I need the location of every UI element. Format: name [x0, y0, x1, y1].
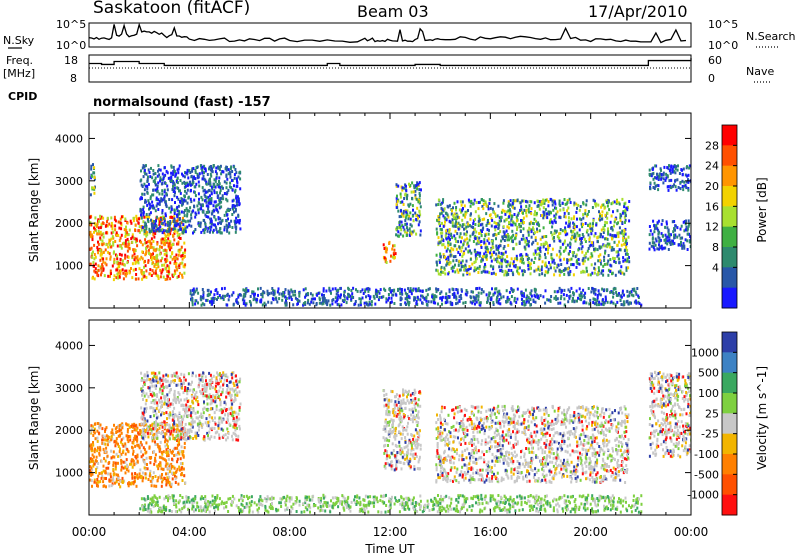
- freq-tick-top: 18: [64, 54, 78, 67]
- freq-label-line1: Freq.: [6, 54, 33, 67]
- x-tick-label: 12:00: [373, 525, 408, 539]
- power-echo-region: [648, 219, 691, 252]
- y-tick-label: 2000: [55, 424, 83, 437]
- nsky-label: N.Sky: [3, 34, 35, 47]
- y-tick-label: 2000: [55, 217, 83, 230]
- colorbar-swatch: [722, 226, 737, 248]
- nave-tick-top: 60: [708, 54, 722, 67]
- cpid-value: normalsound (fast) -157: [93, 95, 271, 110]
- velocity-echo-region: [89, 421, 187, 489]
- velocity-panel: 1000 2000 3000 4000 Slant Range [km]: [27, 319, 692, 516]
- power-echo-region: [89, 214, 187, 282]
- velocity-ylabel: Slant Range [km]: [27, 366, 41, 470]
- colorbar-tick-label: 100: [698, 387, 719, 400]
- freq-tick-bottom: 8: [70, 72, 77, 85]
- x-tick-label: 16:00: [473, 525, 508, 539]
- freq-panel: Freq. [MHz] 18 8 60 0 Nave: [3, 54, 774, 85]
- x-tick-label: 20:00: [573, 525, 608, 539]
- y-tick-label: 4000: [55, 339, 83, 352]
- noise-tick-bottom-right: 10^0: [708, 39, 738, 52]
- velocity-colorbar: 1000 500 100 25 -25 -100 -500 -1000: [687, 331, 738, 516]
- x-tick-label: 00:00: [674, 525, 709, 539]
- colorbar-tick-label: 4: [712, 261, 719, 274]
- y-tick-label: 3000: [55, 175, 83, 188]
- colorbar-tick-label: 16: [705, 200, 719, 213]
- colorbar-swatch: [722, 125, 737, 146]
- colorbar-tick-label: 20: [705, 180, 719, 193]
- power-echo-layer: [89, 163, 691, 307]
- y-tick-label: 1000: [55, 467, 83, 480]
- colorbar-tick-label: -500: [694, 468, 719, 481]
- colorbar-tick-label: 24: [705, 160, 719, 173]
- date-title: 17/Apr/2010: [588, 2, 688, 21]
- noise-panel: N.Sky 10^5 10^0 10^5 10^0 N.Search: [3, 18, 796, 52]
- y-tick-label: 4000: [55, 132, 83, 145]
- nsearch-label: N.Search: [746, 30, 796, 43]
- cpid-label: CPID: [8, 90, 37, 103]
- colorbar-tick-label: -100: [694, 448, 719, 461]
- colorbar-swatch: [722, 454, 737, 475]
- beam-title: Beam 03: [357, 2, 429, 21]
- colorbar-swatch: [722, 474, 737, 496]
- colorbar-swatch: [722, 494, 737, 516]
- velocity-echo-region: [139, 493, 643, 514]
- x-tick-label: 04:00: [172, 525, 207, 539]
- y-tick-label: 1000: [55, 260, 83, 273]
- velocity-echo-layer: [89, 370, 691, 514]
- colorbar-tick-label: -1000: [687, 489, 719, 502]
- nave-tick-bottom: 0: [708, 72, 715, 85]
- y-tick-label: 3000: [55, 382, 83, 395]
- colorbar-swatch: [722, 352, 737, 374]
- colorbar-swatch: [722, 206, 737, 228]
- freq-label-line2: [MHz]: [3, 67, 35, 80]
- colorbar-tick-label: 12: [705, 221, 719, 234]
- colorbar-tick-label: 500: [698, 367, 719, 380]
- velocity-echo-region: [648, 370, 691, 459]
- power-colorbar: 28 24 20 16 12 8 4: [705, 124, 738, 309]
- colorbar-swatch: [722, 186, 737, 207]
- velocity-colorbar-label: Velocity [m s^-1]: [755, 366, 769, 470]
- power-echo-region: [189, 286, 643, 307]
- colorbar-swatch: [722, 145, 737, 167]
- station-title: Saskatoon (fitACF): [93, 0, 250, 18]
- colorbar-tick-label: -25: [701, 428, 719, 441]
- power-echo-region: [435, 197, 631, 277]
- colorbar-swatch: [722, 433, 737, 455]
- freq-line: [89, 58, 692, 67]
- colorbar-swatch: [722, 332, 737, 353]
- colorbar-tick-label: 25: [705, 407, 719, 420]
- power-colorbar-label: Power [dB]: [755, 177, 769, 242]
- power-panel: 1000 2000 3000 4000 Slant Range [km]: [27, 112, 692, 309]
- colorbar-swatch: [722, 287, 737, 309]
- power-echo-region: [89, 163, 96, 197]
- power-echo-region: [382, 240, 397, 264]
- colorbar-tick-label: 28: [705, 139, 719, 152]
- colorbar-swatch: [722, 165, 737, 187]
- colorbar-tick-label: 8: [712, 241, 719, 254]
- noise-tick-bottom-left: 10^0: [56, 39, 86, 52]
- colorbar-tick-label: 1000: [691, 346, 719, 359]
- colorbar-swatch: [722, 413, 737, 435]
- power-echo-region: [395, 181, 422, 238]
- velocity-echo-region: [435, 404, 630, 484]
- colorbar-swatch: [722, 267, 737, 289]
- power-ylabel: Slant Range [km]: [27, 158, 41, 262]
- x-tick-label: 08:00: [272, 525, 307, 539]
- noise-tick-top-left: 10^5: [56, 18, 86, 31]
- colorbar-swatch: [722, 393, 737, 414]
- velocity-echo-region: [382, 388, 422, 472]
- power-echo-region: [139, 164, 242, 235]
- x-axis-label: Time UT: [364, 542, 415, 554]
- x-tick-label: 00:00: [72, 525, 107, 539]
- colorbar-swatch: [722, 247, 737, 268]
- nave-label: Nave: [746, 65, 774, 78]
- velocity-echo-region: [140, 370, 242, 442]
- power-echo-region: [648, 164, 691, 192]
- colorbar-swatch: [722, 372, 737, 394]
- nsky-line: [88, 22, 687, 44]
- noise-tick-top-right: 10^5: [708, 18, 738, 31]
